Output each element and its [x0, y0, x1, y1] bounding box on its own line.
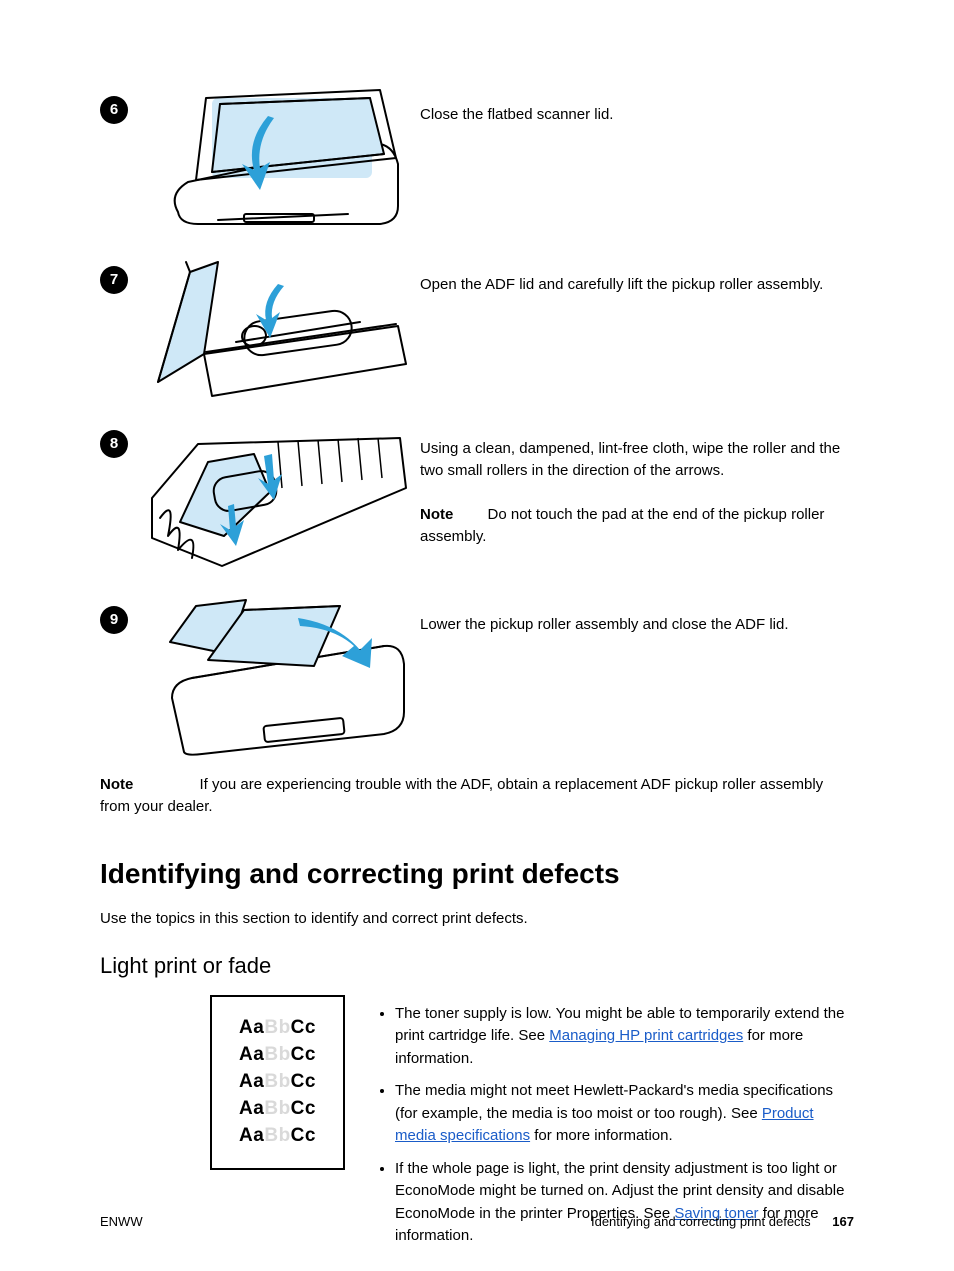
illustration-close-adf [148, 594, 408, 759]
step-9-text: Lower the pickup roller assembly and clo… [420, 614, 854, 636]
step-7-text: Open the ADF lid and carefully lift the … [420, 274, 854, 296]
swatch-line: AaBbCc [239, 1017, 316, 1039]
bullet-1: The toner supply is low. You might be ab… [395, 1003, 854, 1071]
post-steps-note-text: If you are experiencing trouble with the… [100, 776, 823, 815]
swatch-line: AaBbCc [239, 1098, 316, 1120]
page: 6 Close the flatbed scanner lid. 7 Open [0, 0, 954, 1271]
step-6-text: Close the flatbed scanner lid. [420, 104, 854, 126]
step-badge-6: 6 [100, 96, 128, 124]
link-print-cartridges[interactable]: Managing HP print cartridges [549, 1027, 743, 1044]
bullet-3: If the whole page is light, the print de… [395, 1158, 854, 1248]
step-7: 7 Open the ADF lid and carefully lift th… [100, 254, 854, 408]
step-6: 6 Close the flatbed scanner lid. [100, 84, 854, 244]
illustration-wipe-rollers [148, 418, 408, 568]
step-8: 8 Using a clean, dampened, lint-free clo… [100, 418, 854, 584]
swatch-line: AaBbCc [239, 1044, 316, 1066]
step-9: 9 Lower the pickup roller assembly and c… [100, 594, 854, 764]
illustration-open-adf [148, 254, 408, 399]
page-number: 167 [832, 1214, 854, 1229]
footer-left: ENWW [100, 1214, 143, 1229]
step-badge-8: 8 [100, 430, 128, 458]
step-badge-9: 9 [100, 606, 128, 634]
swatch-line: AaBbCc [239, 1125, 316, 1147]
section-title: Identifying and correcting print defects [100, 858, 854, 890]
page-footer: ENWW Identifying and correcting print de… [100, 1214, 854, 1229]
step-8-text: Using a clean, dampened, lint-free cloth… [420, 438, 854, 482]
footer-right: Identifying and correcting print defects… [591, 1214, 854, 1229]
note-label: Note [420, 506, 453, 523]
defect-sample-swatch: AaBbCc AaBbCc AaBbCc AaBbCc AaBbCc [210, 995, 345, 1170]
note-label-2: Note [100, 776, 133, 793]
defect-bullets: The toner supply is low. You might be ab… [373, 1003, 854, 1248]
section-intro: Use the topics in this section to identi… [100, 910, 854, 927]
illustration-close-lid [148, 84, 408, 234]
subsection-title: Light print or fade [100, 953, 854, 979]
step-8-note: Note Do not touch the pad at the end of … [420, 504, 854, 548]
post-steps-note: Note If you are experiencing trouble wit… [100, 774, 854, 818]
step-badge-7: 7 [100, 266, 128, 294]
bullet-2: The media might not meet Hewlett-Packard… [395, 1080, 854, 1148]
step-8-note-text: Do not touch the pad at the end of the p… [420, 506, 824, 545]
swatch-line: AaBbCc [239, 1071, 316, 1093]
